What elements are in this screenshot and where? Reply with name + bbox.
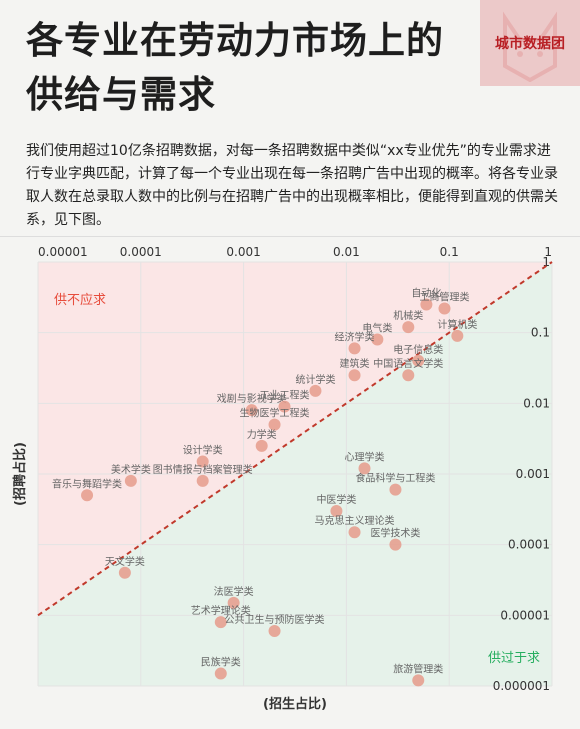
data-point: [348, 369, 361, 382]
data-point: [412, 354, 425, 367]
x-tick-label: 0.01: [333, 245, 360, 259]
data-point-label: 马克思主义理论类: [315, 514, 395, 527]
y-tick-label: 1: [542, 255, 550, 269]
data-point-label: 自动化: [411, 287, 441, 300]
data-point-label: 音乐与舞蹈学类: [52, 477, 122, 490]
data-point: [214, 616, 227, 629]
data-point: [348, 526, 361, 539]
data-point: [371, 333, 384, 346]
data-point-label: 机械类: [393, 309, 423, 322]
data-point-label: 天文学类: [105, 555, 145, 568]
data-point: [402, 369, 415, 382]
data-point: [81, 489, 94, 502]
data-point: [412, 674, 425, 687]
x-tick-label: 1: [544, 245, 552, 259]
data-point: [309, 384, 322, 397]
cat-logo-icon: [503, 11, 557, 82]
data-point-label: 图书情报与档案管理类: [153, 463, 253, 476]
data-point-label: 中国语言文学类: [373, 357, 443, 370]
data-point: [389, 538, 402, 551]
y-axis-label: (招聘占比): [12, 442, 28, 506]
data-point-label: 公共卫生与预防医学类: [225, 613, 325, 626]
x-tick-label: 0.0001: [120, 245, 162, 259]
x-tick-label: 0.1: [440, 245, 459, 259]
region-label-oversupply: 供过于求: [488, 651, 540, 666]
description: 我们使用超过10亿条招聘数据，对每一条招聘数据中类似“xx专业优先”的专业需求进…: [26, 143, 558, 228]
data-point: [124, 474, 137, 487]
data-point: [268, 418, 281, 431]
data-point-label: 生物医学工程类: [240, 407, 310, 420]
data-point: [245, 404, 258, 417]
data-point: [330, 504, 343, 517]
data-point: [268, 625, 281, 638]
data-point-label: 医学技术类: [370, 527, 420, 540]
data-point-label: 工商管理类: [419, 290, 469, 303]
data-point-label: 建筑类: [340, 357, 370, 370]
region-label-undersupply: 供不应求: [54, 292, 106, 308]
data-point-label: 计算机类: [437, 318, 477, 331]
data-point: [196, 455, 209, 468]
data-point-label: 民族学类: [201, 656, 241, 669]
data-point-label: 力学类: [247, 428, 277, 441]
equilibrium-line: [37, 261, 553, 617]
title-line-1: 各专业在劳动力市场上的: [26, 19, 444, 62]
data-point-label: 心理学类: [345, 450, 385, 463]
data-point-label: 旅游管理类: [393, 662, 443, 675]
supply-demand-chart: 0.00001 0.0001 0.001 0.01 0.1 11 0.1 0.01 0.001 0…: [12, 245, 553, 712]
x-tick-label: 0.00001: [38, 245, 88, 259]
data-point: [420, 298, 433, 311]
page-title: 各专业在劳动力市场上的 供给与需求: [26, 14, 456, 122]
data-point-label: 美术学类: [111, 463, 151, 476]
brand-logo: 城市数据团: [480, 0, 580, 86]
data-point: [348, 342, 361, 355]
data-point-label: 食品科学与工程类: [355, 472, 435, 485]
data-point: [118, 566, 131, 579]
y-tick-label: 0.00001: [500, 608, 550, 622]
data-point-label: 法医学类: [214, 585, 254, 598]
data-point-label: 工业工程类: [260, 389, 310, 402]
data-point-label: 戏剧与影视学类: [217, 392, 287, 405]
data-point-label: 设计学类: [183, 444, 223, 457]
y-tick-label: 0.01: [523, 396, 550, 410]
data-point-label: 中医学类: [316, 493, 356, 506]
data-point-label: 经济学类: [335, 330, 375, 343]
data-point: [255, 439, 268, 452]
x-axis-label: (招生占比): [263, 696, 327, 712]
data-point: [402, 321, 415, 334]
brand-name: 城市数据团: [495, 36, 565, 52]
x-tick-label: 0.001: [226, 245, 260, 259]
y-tick-label: 0.0001: [508, 538, 550, 552]
data-point: [227, 596, 240, 609]
title-line-2: 供给与需求: [26, 73, 216, 116]
data-point: [358, 462, 371, 475]
data-point-label: 艺术学理论类: [191, 604, 251, 617]
data-point: [438, 302, 451, 315]
data-point-label: 电子信息类: [393, 343, 443, 356]
data-point: [214, 667, 227, 680]
data-point: [278, 400, 291, 413]
y-tick-label: 0.000001: [493, 679, 550, 693]
data-point: [196, 474, 209, 487]
data-point: [389, 483, 402, 496]
data-point-label: 统计学类: [295, 373, 335, 386]
y-tick-label: 0.001: [516, 467, 550, 481]
data-point-label: 电气类: [362, 322, 392, 335]
data-point: [451, 329, 464, 342]
y-tick-label: 0.1: [531, 326, 550, 340]
divider: [0, 236, 580, 237]
undersupply-region: [38, 262, 552, 616]
